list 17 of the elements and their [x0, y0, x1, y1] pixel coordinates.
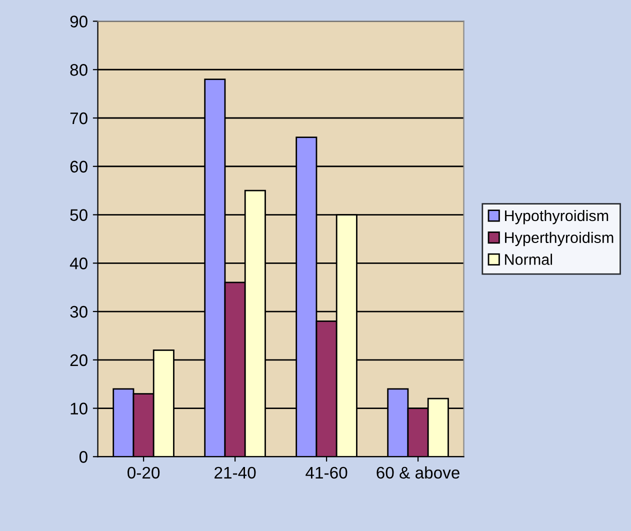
- legend-label: Normal: [505, 254, 552, 265]
- y-tick-label: 0: [79, 451, 88, 463]
- x-tick-label: 60 & above: [376, 466, 460, 479]
- y-tick-label: 20: [70, 354, 88, 366]
- y-tick-label: 30: [70, 306, 88, 318]
- y-tick-label: 70: [70, 112, 88, 124]
- y-tick-label: 10: [70, 402, 88, 414]
- y-tick-label: 40: [70, 258, 88, 270]
- x-tick-label: 41-60: [306, 466, 348, 479]
- y-tick-label: 80: [70, 64, 88, 76]
- y-tick-label: 60: [70, 160, 88, 173]
- x-tick-label: 0-20: [128, 466, 160, 479]
- y-tick-label: 90: [70, 16, 88, 28]
- legend-label: Hyperthyroidism: [505, 232, 614, 246]
- legend-label: Hypothyroidism: [505, 210, 608, 224]
- x-tick-label: 21-40: [214, 466, 256, 479]
- y-tick-label: 50: [70, 209, 88, 221]
